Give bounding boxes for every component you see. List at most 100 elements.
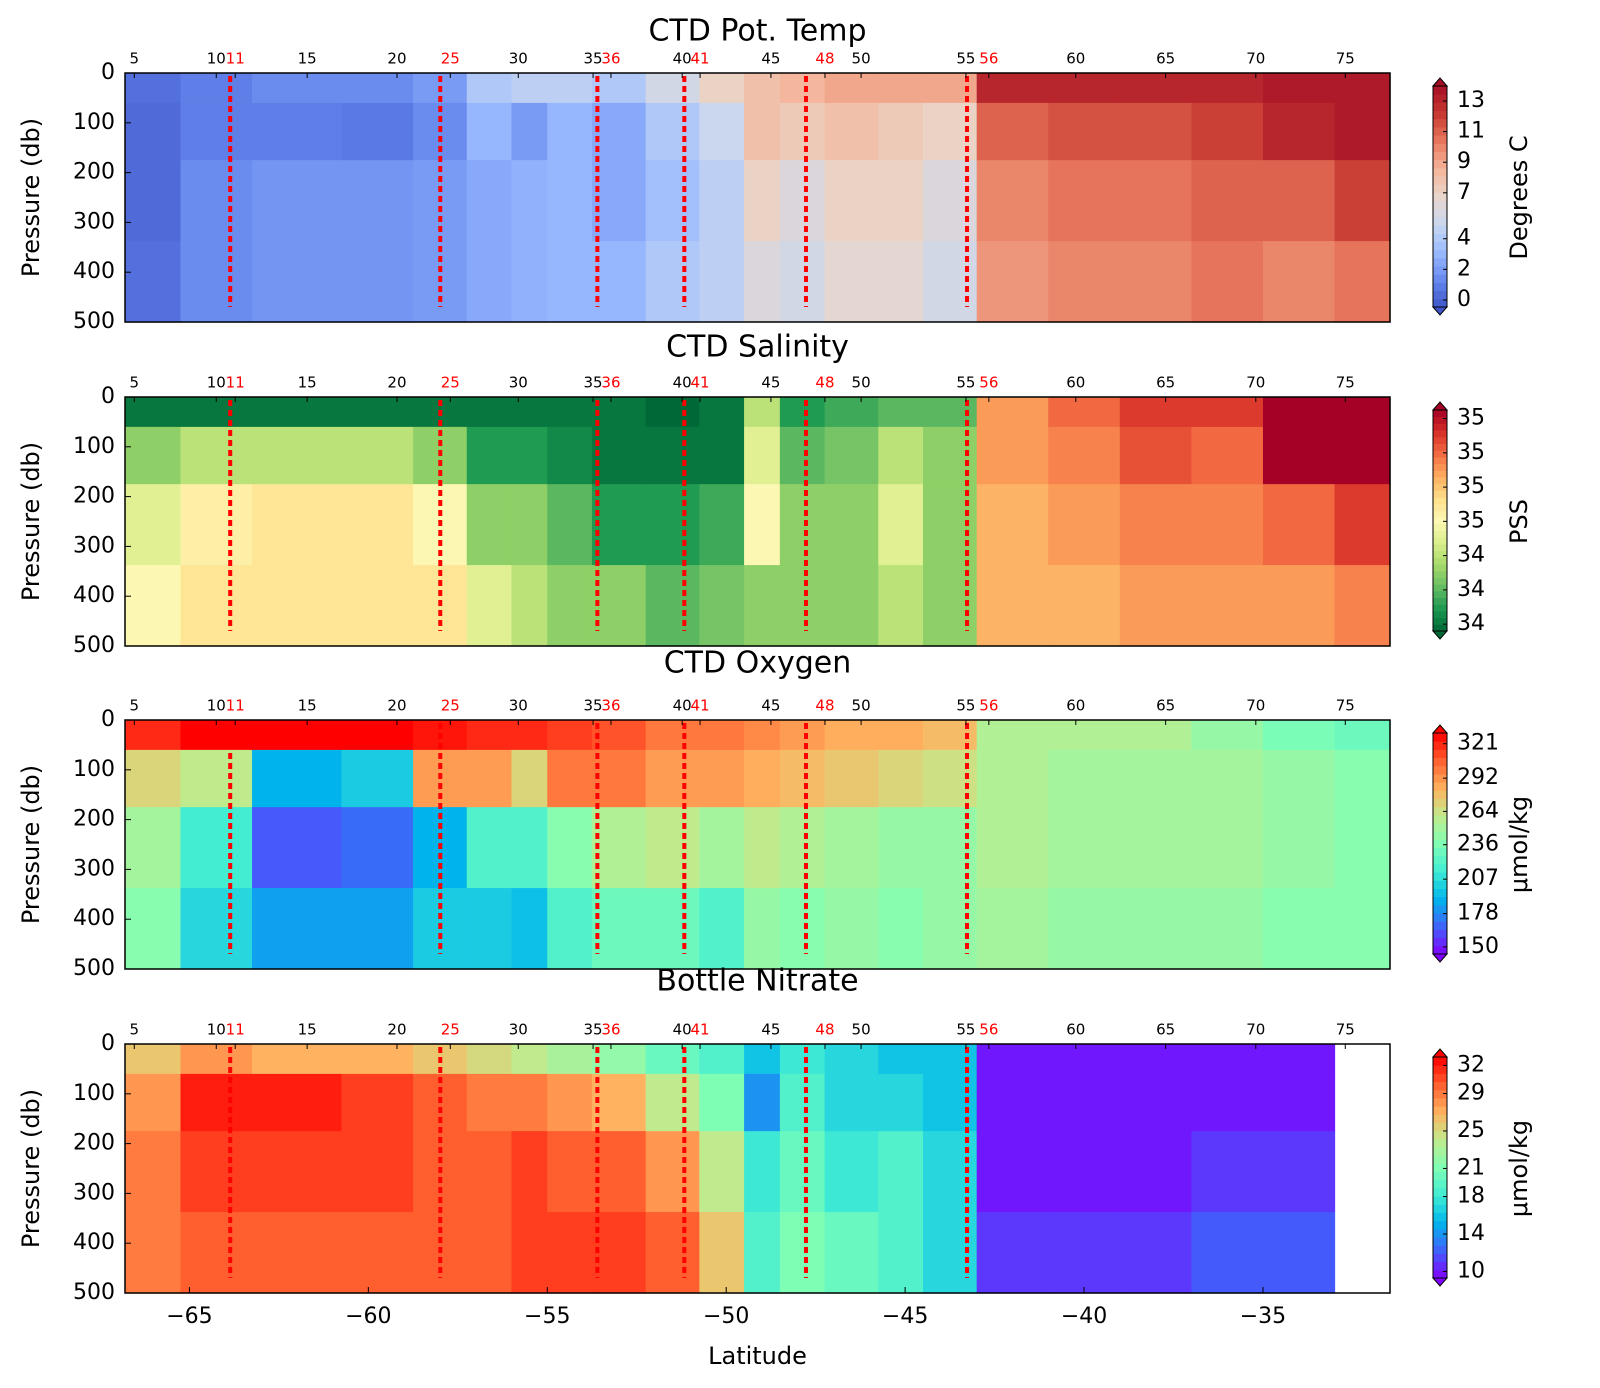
field-cell: [252, 565, 343, 647]
colorbar-segment: [1433, 577, 1447, 585]
field-cell: [645, 720, 700, 751]
colorbar-segment: [1433, 184, 1447, 193]
field-cell: [699, 426, 745, 485]
colorbar-segment: [1433, 456, 1447, 465]
colorbar-segment: [1433, 110, 1447, 120]
field-cell: [341, 888, 414, 970]
plot-frame: [124, 72, 1391, 323]
colorbar-segment: [1433, 151, 1447, 161]
field-cell: [976, 807, 1049, 889]
colorbar-tick-label: 7: [1457, 180, 1471, 205]
field-cell: [923, 888, 978, 970]
station-label: 20: [387, 374, 406, 392]
field-cell: [744, 102, 781, 161]
colorbar-label: μmol/kg: [1505, 796, 1533, 893]
field-cell: [1191, 73, 1264, 104]
colorbar-label: μmol/kg: [1505, 1120, 1533, 1217]
field-cell: [252, 426, 343, 485]
colorbar-segment: [1433, 557, 1447, 565]
field-cell: [252, 1212, 343, 1294]
colorbar-segment: [1433, 233, 1447, 243]
field-cell: [1262, 807, 1336, 889]
y-tick-label: 100: [73, 434, 115, 459]
field-cell: [1334, 720, 1391, 751]
y-axis-label: Pressure (db): [17, 1089, 45, 1248]
field-cell: [1262, 1044, 1336, 1075]
station-label: 60: [1066, 374, 1085, 392]
field-cell: [923, 241, 978, 323]
field-cell: [547, 1073, 593, 1132]
field-cell: [547, 73, 593, 104]
field-cell: [824, 749, 879, 808]
field-cell: [252, 102, 343, 161]
colorbar-segment: [1433, 208, 1447, 218]
colorbar-tick-label: 35: [1457, 474, 1485, 499]
colorbar-segment: [1433, 483, 1447, 491]
colorbar-segment: [1433, 282, 1447, 292]
colorbar-segment: [1433, 266, 1447, 275]
y-tick-label: 400: [73, 1230, 115, 1255]
field-cell: [699, 241, 745, 323]
colorbar-tick-label: 264: [1457, 798, 1499, 823]
station-label: 40: [673, 50, 692, 68]
colorbar-segment: [1433, 510, 1447, 518]
field-cell: [547, 426, 593, 485]
field-cell: [824, 1044, 879, 1075]
colorbar-segment: [1433, 497, 1447, 505]
station-label: 56: [979, 1021, 998, 1039]
field-cell: [252, 720, 343, 751]
field-cell: [1048, 1073, 1121, 1132]
field-cell: [511, 484, 548, 566]
field-cell: [645, 749, 700, 808]
field-cell: [511, 888, 548, 970]
colorbar-tick-label: 35: [1457, 508, 1485, 533]
colorbar-extend: [1431, 1048, 1449, 1058]
field-cell: [744, 73, 781, 104]
x-tick-label: −60: [345, 1304, 391, 1329]
field-cell: [824, 397, 879, 428]
field-cell: [923, 1131, 978, 1213]
y-tick-label: 200: [73, 484, 115, 509]
field-cell: [779, 160, 826, 242]
field-cell: [699, 73, 745, 104]
field-cell: [252, 397, 343, 428]
colorbar-tick-label: 29: [1457, 1081, 1485, 1106]
field-cell: [645, 1131, 700, 1213]
colorbar-segment: [1433, 790, 1447, 799]
field-cell: [341, 102, 414, 161]
colorbar-segment: [1433, 1196, 1447, 1205]
field-cell: [779, 73, 826, 104]
field-cell: [976, 565, 1049, 647]
field-cell: [1119, 241, 1192, 323]
field-cell: [878, 807, 924, 889]
colorbar-segment: [1433, 1114, 1447, 1123]
field-cell: [1119, 720, 1192, 751]
station-label: 25: [441, 374, 460, 392]
field-cell: [1191, 160, 1264, 242]
field-cell: [252, 888, 343, 970]
field-cell: [645, 241, 700, 323]
colorbar-segment: [1433, 741, 1447, 750]
colorbar-segment: [1433, 216, 1447, 226]
field-cell: [878, 426, 924, 485]
field-cell: [976, 160, 1049, 242]
field-cell: [923, 484, 978, 566]
field-cell: [645, 1044, 700, 1075]
colorbar-tick-label: 207: [1457, 866, 1499, 891]
field-cell: [824, 102, 879, 161]
field-cell: [878, 397, 924, 428]
colorbar-segment: [1433, 863, 1447, 873]
field-cell: [180, 426, 253, 485]
field-cell: [779, 1212, 826, 1294]
panel: CTD Salinity Pressure (db) 0 100 200 300 400 50…: [17, 330, 1533, 659]
station-label: 30: [509, 697, 528, 715]
colorbar-segment: [1433, 872, 1447, 881]
station-label: 10: [207, 697, 226, 715]
y-tick-label: 500: [73, 633, 115, 658]
field-cell: [547, 807, 593, 889]
station-label: 35: [584, 374, 603, 392]
panel-title: Bottle Nitrate: [656, 964, 858, 999]
colorbar-extend: [1431, 953, 1449, 963]
x-tick-label: −35: [1240, 1304, 1286, 1329]
plot-frame: [124, 1043, 1391, 1294]
